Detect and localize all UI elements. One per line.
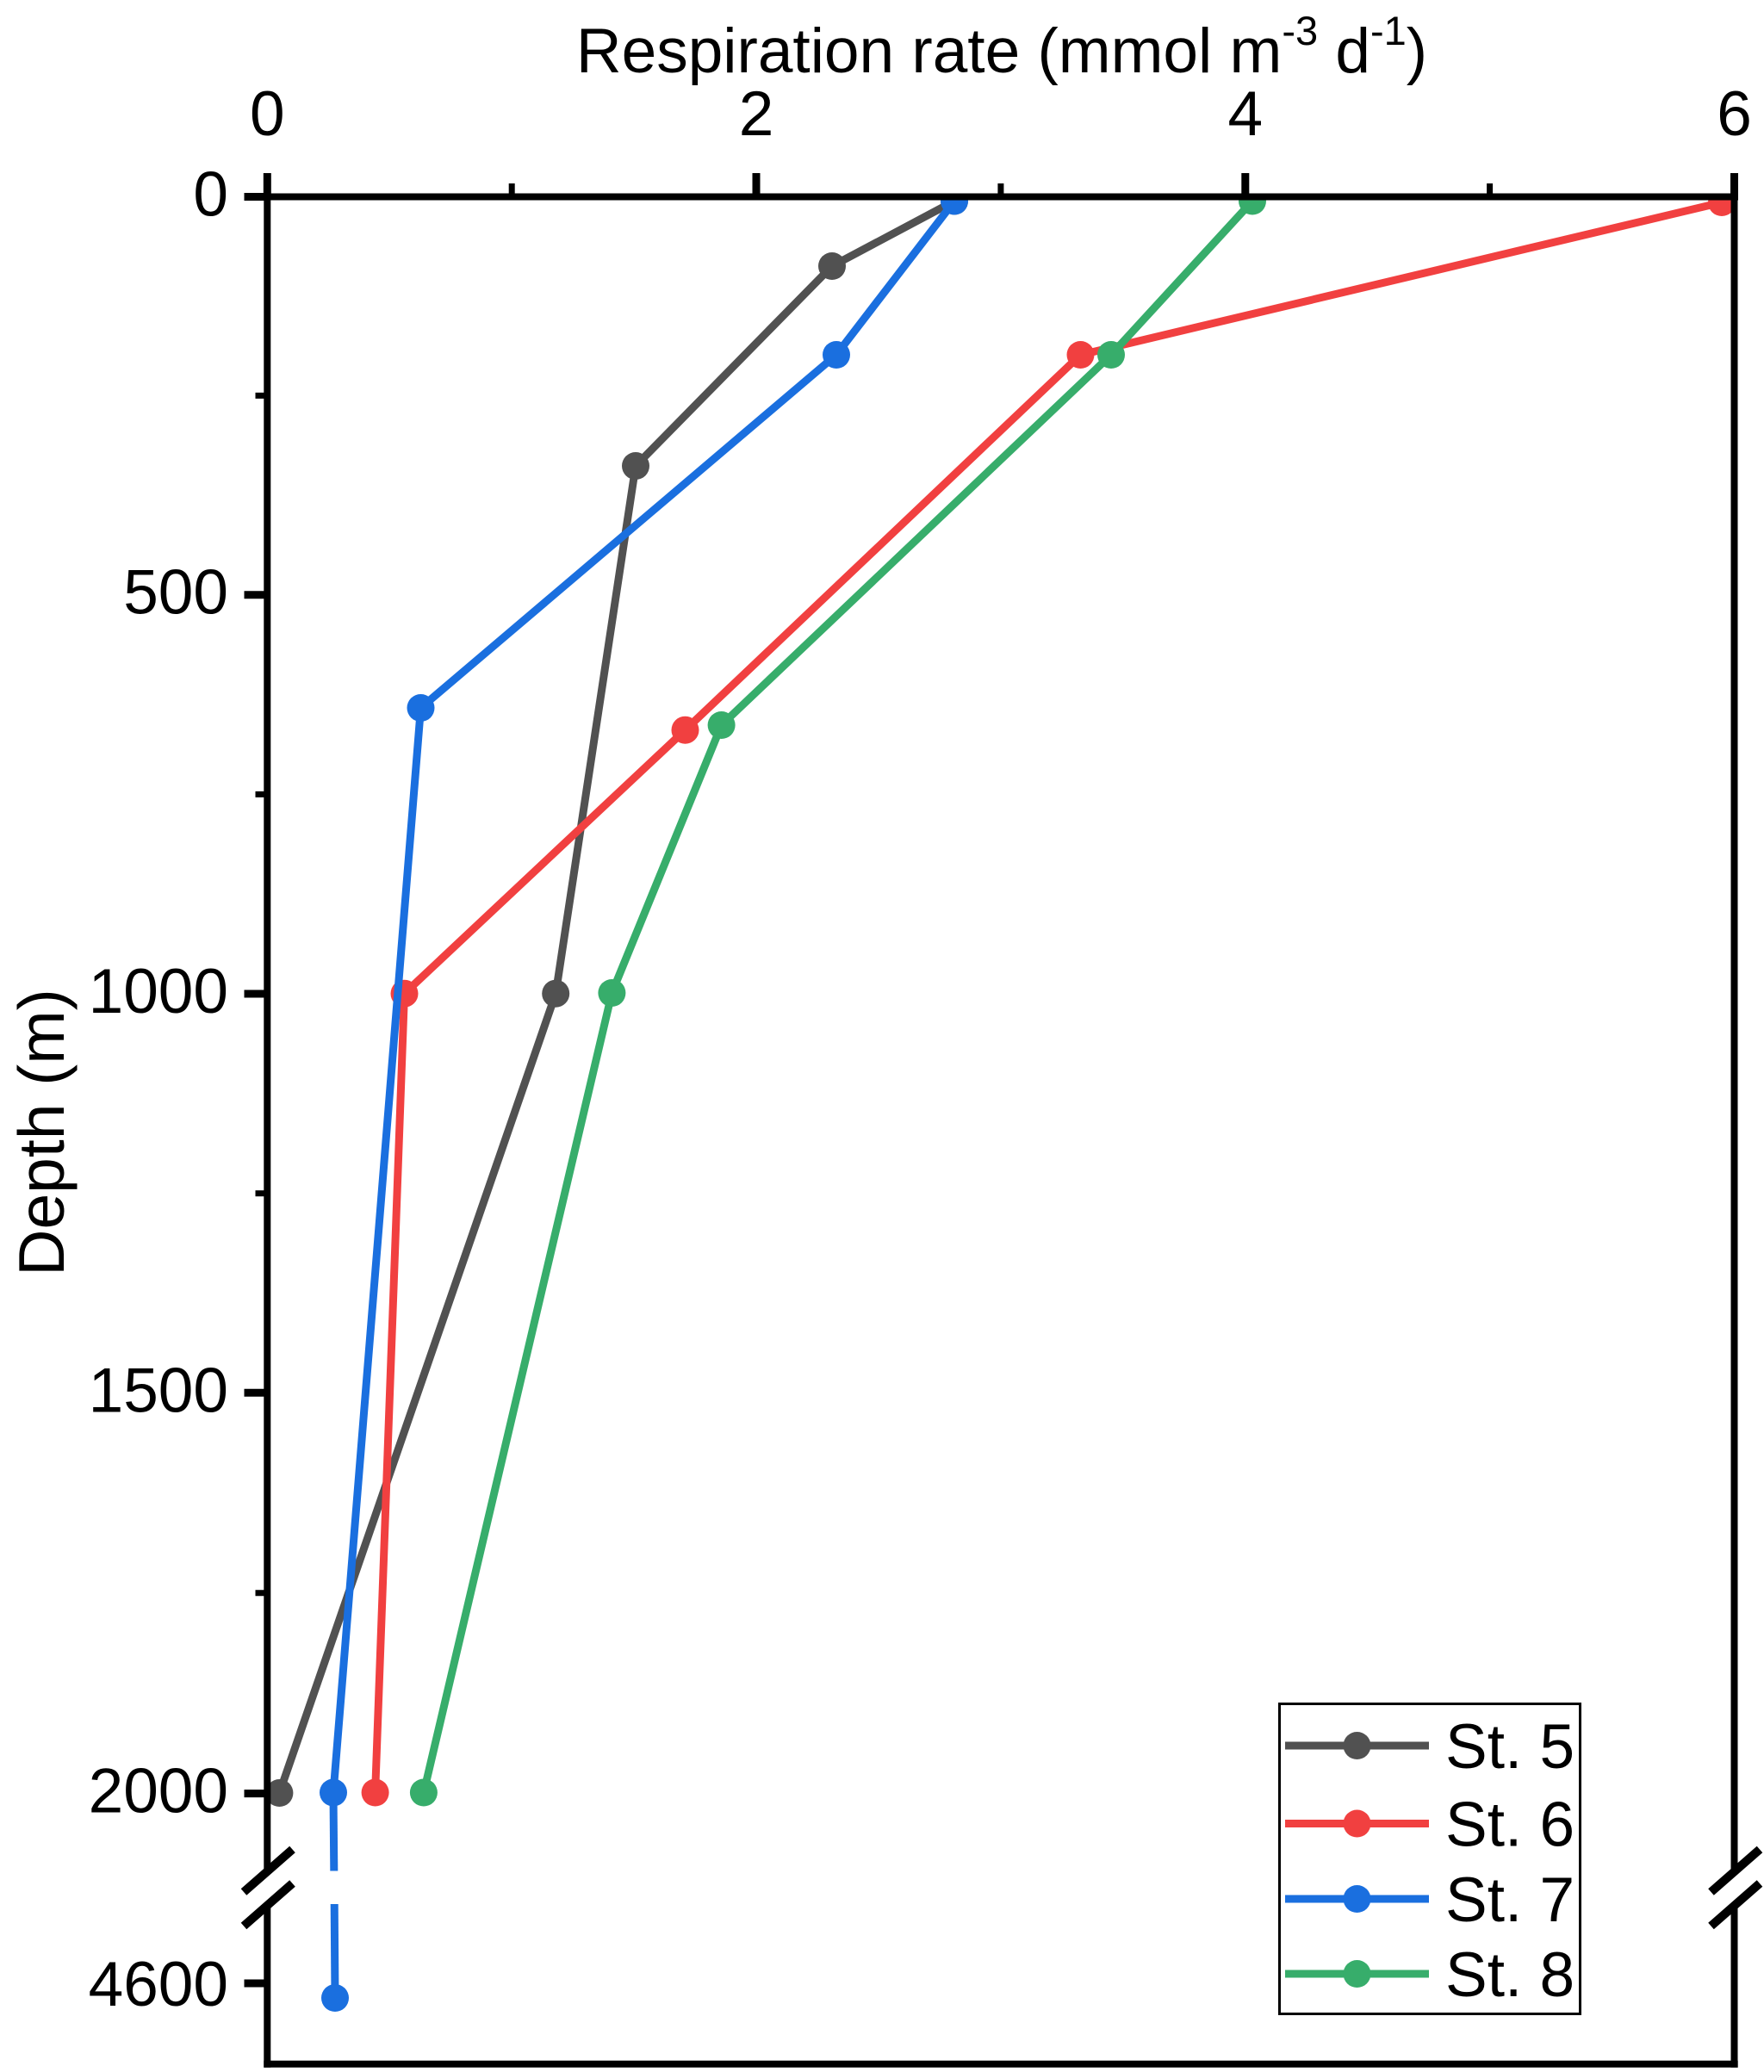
svg-text:1500: 1500 [89,1355,228,1425]
svg-text:St. 6: St. 6 [1445,1790,1575,1860]
svg-text:2: 2 [739,79,774,149]
svg-text:St. 8: St. 8 [1445,1940,1575,2010]
svg-text:500: 500 [123,558,228,628]
svg-text:1000: 1000 [89,957,228,1027]
svg-text:4600: 4600 [89,1950,228,2019]
svg-text:2000: 2000 [89,1757,228,1827]
svg-text:6: 6 [1717,79,1752,149]
svg-text:Depth (m): Depth (m) [5,989,78,1275]
svg-text:0: 0 [193,160,228,230]
svg-text:0: 0 [250,79,285,149]
svg-text:St. 7: St. 7 [1445,1865,1575,1935]
svg-text:4: 4 [1227,79,1263,149]
svg-text:St. 5: St. 5 [1445,1712,1575,1782]
